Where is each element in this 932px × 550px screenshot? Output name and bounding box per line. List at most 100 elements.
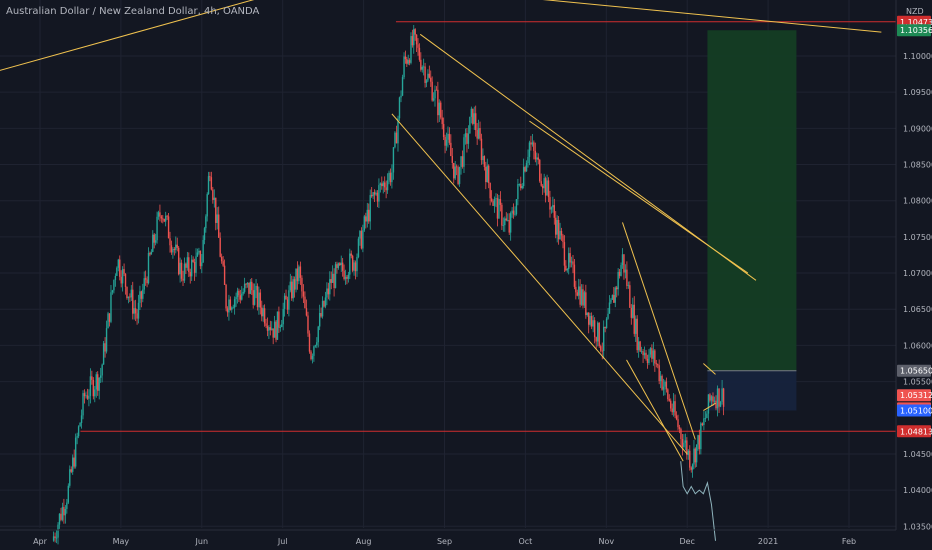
candle-body <box>477 128 480 139</box>
position-zones <box>707 30 797 411</box>
candle-body <box>524 167 526 172</box>
price-tag-label: 1.10356 <box>900 26 932 35</box>
candle-body <box>522 167 525 187</box>
candle-body <box>363 216 366 231</box>
candle-body <box>424 66 426 83</box>
candle-body <box>153 234 155 243</box>
candle-body <box>365 216 367 222</box>
price-tag <box>897 425 931 438</box>
candle-body <box>193 262 196 273</box>
candle-body <box>521 186 523 189</box>
candle-body <box>616 287 618 290</box>
candle-body <box>534 150 537 160</box>
candle-body <box>632 304 634 318</box>
candle-body <box>52 536 55 541</box>
x-tick-label: 2021 <box>758 537 778 546</box>
candle-body <box>671 408 673 413</box>
candle-body <box>372 192 374 197</box>
candle-body <box>461 156 464 167</box>
candle-body <box>316 342 318 346</box>
candle-body <box>422 66 425 68</box>
candle-body <box>400 95 402 98</box>
candle-body <box>182 278 184 281</box>
candle-body <box>528 142 531 157</box>
y-tick-label: 1.06000 <box>903 341 932 350</box>
candle-body <box>712 396 714 402</box>
candle-body <box>333 273 335 288</box>
candle-body <box>643 352 646 356</box>
candle-body <box>349 253 351 275</box>
candle-body <box>129 296 131 298</box>
candle-body <box>233 299 236 308</box>
candle-body <box>169 238 171 246</box>
candle-body <box>205 216 207 229</box>
candle-body <box>117 259 119 268</box>
candle-body <box>623 254 625 273</box>
candle-body <box>175 244 177 251</box>
candle-body <box>218 214 220 238</box>
candle-body <box>269 327 272 330</box>
candle-body <box>530 142 532 145</box>
candle-body <box>307 315 309 334</box>
candle-body <box>156 216 158 241</box>
candle-body <box>272 328 274 338</box>
candle-body <box>430 77 432 82</box>
candle-body <box>152 234 154 252</box>
price-axis-panel <box>896 0 932 550</box>
candle-body <box>614 287 616 303</box>
candle-body <box>597 322 599 342</box>
candle-body <box>579 286 581 305</box>
candle-body <box>577 286 580 296</box>
candle-body <box>162 218 164 220</box>
candle-body <box>242 291 244 294</box>
candle-body <box>715 400 717 409</box>
candle-body <box>569 253 571 263</box>
candle-body <box>88 395 90 399</box>
candle-body <box>326 288 328 298</box>
candle-body <box>441 117 443 125</box>
candle-body <box>601 350 603 352</box>
candle-body <box>302 291 305 297</box>
candle-body <box>495 198 497 199</box>
candle-body <box>492 201 494 206</box>
candle-body <box>514 214 516 215</box>
candle-body <box>133 308 135 314</box>
candle-body <box>246 282 249 285</box>
candle-body <box>572 261 574 265</box>
candle-body <box>268 327 270 331</box>
candle-body <box>418 47 421 60</box>
candle-body <box>388 172 390 181</box>
candle-body <box>482 156 484 161</box>
candle-body <box>624 269 627 273</box>
candle-body <box>172 249 174 253</box>
candle-body <box>249 281 252 294</box>
candle-body <box>587 312 590 325</box>
candle-body <box>360 230 363 249</box>
x-tick-label: Sep <box>437 537 452 546</box>
chart-grid <box>0 0 896 528</box>
candle-body <box>428 73 431 78</box>
candle-body <box>198 250 200 253</box>
candle-body <box>397 118 399 144</box>
candle-body <box>196 252 199 257</box>
candle-body <box>220 256 223 262</box>
candle-body <box>694 448 696 463</box>
candle-body <box>295 268 297 290</box>
candle-body <box>655 363 657 365</box>
candle-body <box>124 273 127 287</box>
candle-body <box>243 283 246 292</box>
candle-body <box>273 321 276 338</box>
candle-body <box>126 286 128 299</box>
candle-body <box>398 97 401 119</box>
candle-body <box>425 80 428 83</box>
candle-body <box>689 450 691 468</box>
candle-body <box>344 276 347 280</box>
candle-body <box>105 328 108 352</box>
candle-body <box>512 210 515 215</box>
candle-body <box>232 307 234 309</box>
candle-body <box>327 288 330 295</box>
candle-body <box>69 469 71 486</box>
candle-body <box>470 108 473 117</box>
